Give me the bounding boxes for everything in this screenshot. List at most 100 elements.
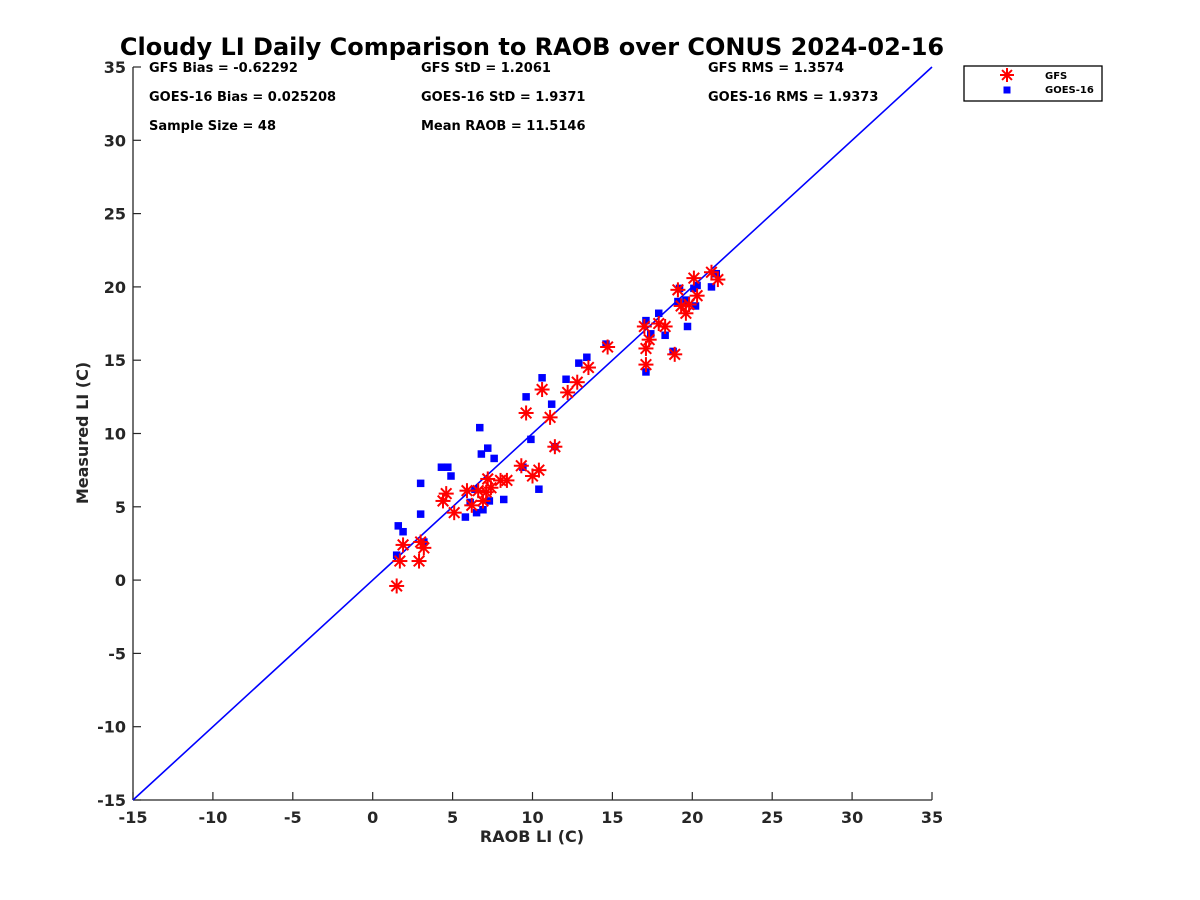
- x-tick-label: 25: [761, 808, 783, 827]
- legend-gfs-marker: [1000, 68, 1014, 82]
- gfs-point: [638, 357, 654, 373]
- stat-text: Mean RAOB = 11.5146: [421, 119, 586, 134]
- goes16-point: [583, 353, 591, 362]
- legend-box: [963, 65, 1103, 102]
- goes16-point: [654, 309, 663, 318]
- gfs-point: [667, 346, 683, 362]
- x-tick-label: 30: [841, 808, 863, 827]
- goes16-point: [477, 450, 486, 458]
- stat-text: GOES-16 Bias = 0.025208: [149, 90, 336, 105]
- y-tick-label: 10: [104, 425, 126, 444]
- stat-text: GFS StD = 1.2061: [421, 61, 551, 76]
- y-tick-label: 25: [104, 205, 126, 224]
- stat-text: GOES-16 StD = 1.9371: [421, 90, 585, 105]
- stat-text: Sample Size = 48: [149, 119, 276, 134]
- gfs-point: [710, 272, 726, 288]
- stat-text: GOES-16 RMS = 1.9373: [708, 90, 878, 105]
- gfs-point: [513, 458, 529, 474]
- goes16-point: [712, 269, 721, 278]
- y-tick-label: -10: [97, 718, 126, 737]
- gfs-point: [464, 497, 480, 513]
- x-tick-label: -10: [198, 808, 227, 827]
- gfs-point: [499, 472, 515, 488]
- one-to-one-reference-line: [132, 66, 933, 801]
- gfs-point: [392, 553, 408, 569]
- gfs-point: [670, 282, 686, 298]
- gfs-point: [416, 540, 432, 556]
- x-tick-label: 35: [921, 808, 943, 827]
- x-tick-label: 10: [521, 808, 543, 827]
- goes16-point: [444, 463, 452, 471]
- goes16-point: [547, 400, 556, 408]
- goes16-point: [691, 302, 700, 310]
- x-tick-label: -15: [119, 808, 148, 827]
- gfs-point: [389, 578, 405, 594]
- goes16-point: [538, 374, 546, 382]
- x-tick-label: -5: [284, 808, 302, 827]
- gfs-point: [446, 505, 462, 521]
- goes16-point: [394, 522, 403, 530]
- goes16-point: [707, 283, 716, 291]
- x-tick-label: 15: [601, 808, 623, 827]
- gfs-point: [547, 439, 563, 455]
- goes16-point: [522, 393, 530, 401]
- legend-goes16-marker: [1003, 86, 1011, 94]
- gfs-point: [703, 264, 719, 280]
- y-tick-label: 30: [104, 131, 126, 150]
- data-points: [389, 264, 726, 594]
- gfs-point: [600, 339, 616, 355]
- goes16-point: [535, 485, 543, 493]
- legend-gfs-label: GFS: [1045, 71, 1067, 82]
- goes16-point: [479, 505, 487, 514]
- y-tick-label: 0: [115, 571, 126, 590]
- gfs-point: [641, 332, 657, 348]
- y-tick-label: 20: [104, 278, 126, 297]
- gfs-point: [686, 270, 702, 286]
- legend: GFS GOES-16: [963, 65, 1103, 102]
- legend-gfs-asterisk: [1000, 68, 1014, 82]
- goes16-point: [490, 454, 498, 463]
- chart-title: Cloudy LI Daily Comparison to RAOB over …: [120, 33, 944, 61]
- gfs-point: [657, 318, 673, 334]
- gfs-point: [531, 462, 547, 478]
- goes16-point: [447, 472, 455, 480]
- goes16-point: [693, 281, 701, 290]
- x-tick-label: 0: [367, 808, 378, 827]
- goes16-point: [392, 551, 401, 559]
- goes16-point: [642, 316, 650, 325]
- goes16-point: [647, 330, 655, 338]
- goes16-point: [437, 463, 446, 471]
- gfs-point: [560, 384, 576, 400]
- x-ticks: -15 -10 -5 0 5 10 15 20 25 30 35: [119, 792, 943, 827]
- gfs-point: [542, 409, 558, 425]
- y-tick-label: 5: [115, 498, 126, 517]
- y-ticks: -15 -10 -5 0 5 10 15 20 25 30 35: [97, 58, 141, 810]
- goes16-point: [527, 435, 535, 444]
- y-tick-label: -15: [97, 791, 126, 810]
- goes16-point: [476, 423, 484, 432]
- goes16-point: [399, 527, 407, 536]
- gfs-point: [518, 405, 534, 421]
- x-tick-label: 20: [681, 808, 703, 827]
- goes16-point: [661, 331, 669, 340]
- y-tick-label: 15: [104, 351, 126, 370]
- gfs-point: [534, 382, 550, 398]
- gfs-point: [395, 537, 411, 553]
- goes16-point: [575, 359, 583, 367]
- x-axis-label: RAOB LI (C): [480, 827, 584, 846]
- goes16-point: [461, 513, 470, 521]
- y-tick-label: 35: [104, 58, 126, 77]
- goes16-point: [484, 444, 492, 452]
- gfs-point: [438, 486, 454, 502]
- goes16-point: [472, 508, 481, 517]
- gfs-point: [580, 360, 596, 376]
- x-tick-label: 5: [447, 808, 458, 827]
- statistics-block: GFS Bias = -0.62292 GFS StD = 1.2061 GFS R…: [149, 61, 878, 134]
- stat-text: GFS Bias = -0.62292: [149, 61, 298, 76]
- y-tick-label: -5: [108, 644, 126, 663]
- goes16-point: [416, 510, 425, 518]
- goes16-point: [683, 322, 692, 331]
- gfs-point: [483, 480, 499, 496]
- legend-goes16-square: [1003, 86, 1011, 94]
